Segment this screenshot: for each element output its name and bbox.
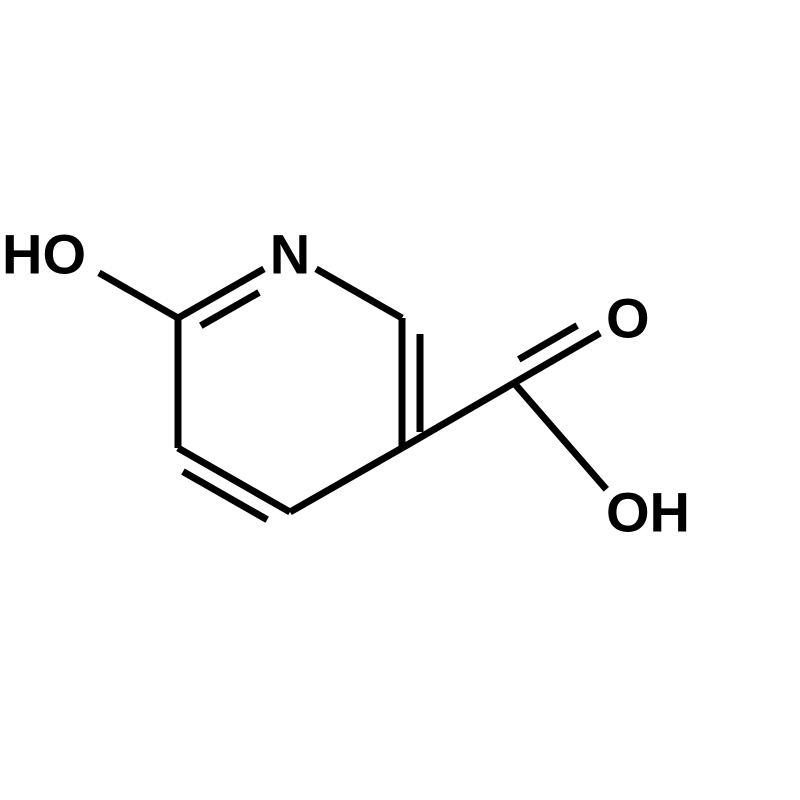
bond <box>99 273 178 318</box>
atom-label-N: N <box>270 223 310 286</box>
atom-label-O_HO: HO <box>2 223 86 286</box>
molecule-diagram: N HO O OH <box>0 0 800 800</box>
bond <box>514 383 606 489</box>
atom-label-O_d: O <box>606 287 650 350</box>
atom-label-O_OH: OH <box>606 481 690 544</box>
bond <box>316 269 402 318</box>
bond <box>290 448 402 512</box>
